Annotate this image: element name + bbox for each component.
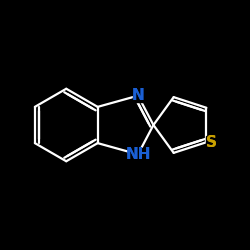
Text: NH: NH — [125, 147, 151, 162]
Text: S: S — [206, 135, 217, 150]
Text: N: N — [132, 88, 144, 103]
Bar — [133, 90, 143, 102]
Bar — [206, 136, 216, 148]
Text: NH: NH — [125, 147, 151, 162]
Bar — [129, 148, 147, 160]
Text: S: S — [206, 135, 217, 150]
Text: N: N — [132, 88, 144, 103]
